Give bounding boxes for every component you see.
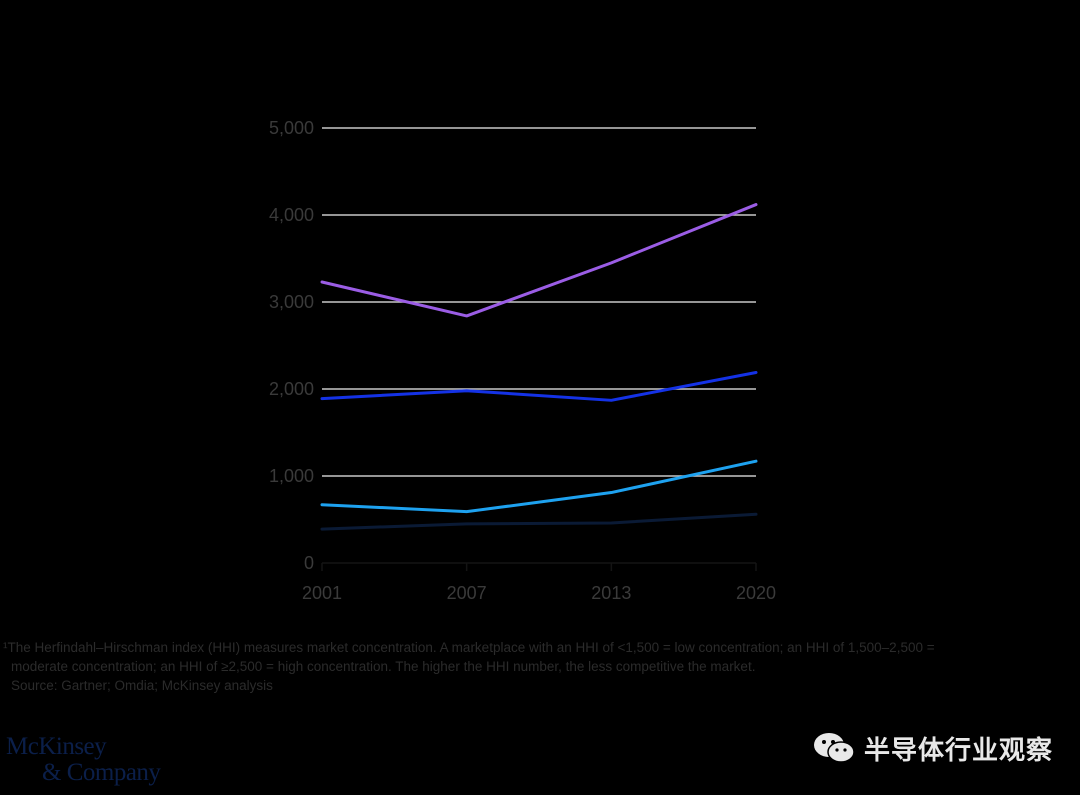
series-line-4 xyxy=(320,512,758,531)
wechat-icon xyxy=(814,733,855,763)
x-tick-label: 2020 xyxy=(736,583,776,603)
series-line-1 xyxy=(320,203,758,318)
logo-line-2: & Company xyxy=(42,759,161,786)
mckinsey-logo: McKinsey & Company xyxy=(6,733,161,786)
footnote-line-2: moderate concentration; an HHI of ≥2,500… xyxy=(11,659,756,674)
series-line-2 xyxy=(320,370,758,402)
gridlines xyxy=(322,127,756,564)
series-lines xyxy=(320,203,758,531)
watermark-text: 半导体行业观察 xyxy=(864,735,1054,766)
footnote-line-1: ¹The Herfindahl–Hirschman index (HHI) me… xyxy=(3,640,935,655)
y-tick-label: 4,000 xyxy=(269,205,314,225)
footnote: ¹The Herfindahl–Hirschman index (HHI) me… xyxy=(3,638,1063,695)
y-axis-tick-labels: 0 1,000 2,000 3,000 4,000 5,000 xyxy=(269,118,314,573)
x-tick-label: 2007 xyxy=(447,583,487,603)
source-note: Source: Gartner; Omdia; McKinsey analysi… xyxy=(11,678,273,693)
y-tick-label: 2,000 xyxy=(269,379,314,399)
y-tick-label: 3,000 xyxy=(269,292,314,312)
watermark: 半导体行业观察 xyxy=(812,728,1053,768)
x-tick-label: 2001 xyxy=(302,583,342,603)
y-tick-label: 5,000 xyxy=(269,118,314,138)
x-tick-label: 2013 xyxy=(591,583,631,603)
logo-line-1: McKinsey xyxy=(6,733,107,760)
x-axis-tick-labels: 2001 2007 2013 2020 xyxy=(302,563,776,603)
y-tick-label: 0 xyxy=(304,553,314,573)
y-tick-label: 1,000 xyxy=(269,466,314,486)
series-line-3 xyxy=(320,459,758,514)
